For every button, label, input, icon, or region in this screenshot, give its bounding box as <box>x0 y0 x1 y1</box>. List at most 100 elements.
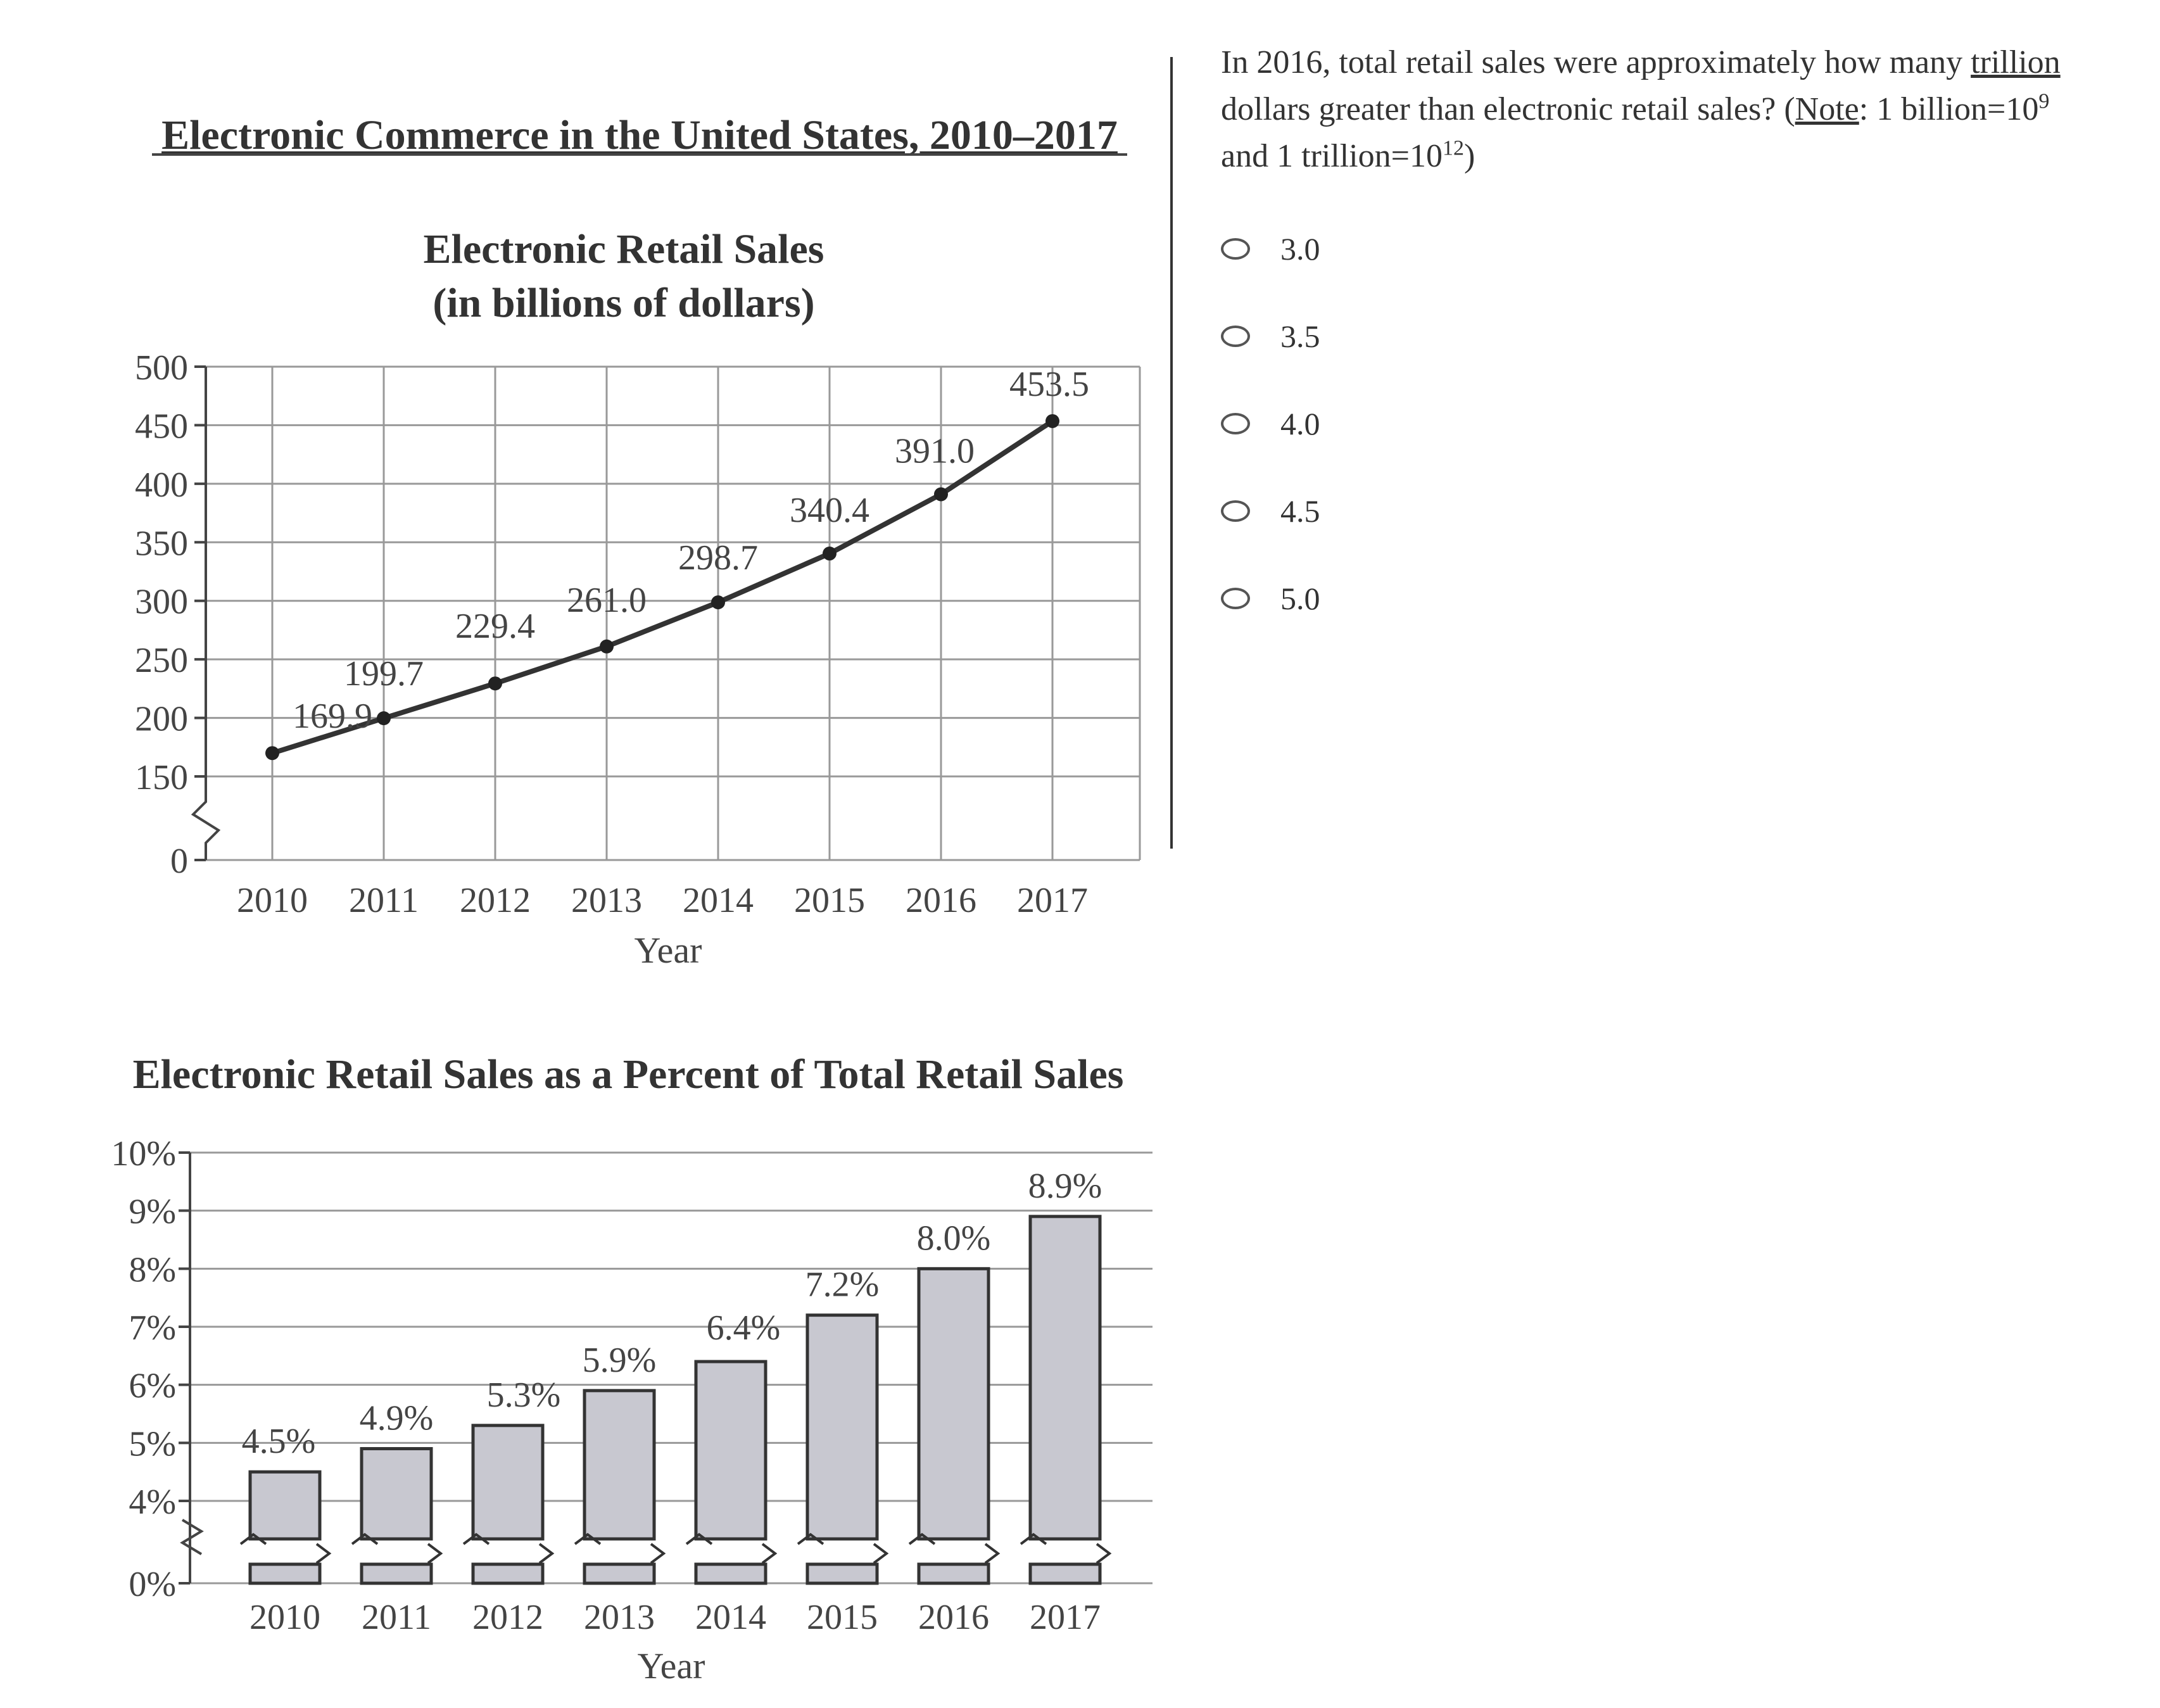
bar-chart-bar <box>694 1360 767 1541</box>
bar-chart-bar <box>248 1470 322 1541</box>
bar-chart-bar-break <box>1020 1533 1112 1564</box>
bar-chart-xtick-label: 2017 <box>1030 1598 1101 1637</box>
line-chart-ytick-label: 300 <box>135 583 188 622</box>
bar-chart-bar <box>1028 1215 1102 1541</box>
bar-chart-bar-break <box>797 1533 889 1564</box>
bar-chart-bar-break <box>908 1533 1001 1564</box>
bar-chart-data-label: 5.9% <box>583 1341 657 1380</box>
bar-chart-data-label: 8.0% <box>917 1218 991 1258</box>
line-chart-series-line <box>271 419 1054 756</box>
bar-chart-bar-break <box>685 1533 778 1564</box>
bar-chart-bar-break <box>351 1533 443 1564</box>
bar-chart-xtick-label: 2014 <box>695 1598 766 1637</box>
question-part-2: dollars greater than electronic retail s… <box>1221 91 1795 127</box>
bar-chart-bar <box>583 1389 656 1541</box>
line-chart-xtick-label: 2015 <box>794 881 865 920</box>
vertical-divider <box>1170 57 1173 849</box>
bar-chart-ytick-label: 10% <box>111 1134 176 1173</box>
line-chart-ytick-label: 500 <box>135 348 188 388</box>
bar-chart-ytick-label: 6% <box>129 1367 176 1406</box>
line-chart-xlabel: Year <box>635 930 702 971</box>
line-chart-title: Electronic Retail Sales <box>424 226 824 272</box>
line-chart-data-label: 340.4 <box>790 491 869 530</box>
bar-chart-xlabel: Year <box>638 1645 705 1686</box>
line-chart-ytick-label: 350 <box>135 524 188 563</box>
bar-chart-xtick-label: 2010 <box>249 1598 320 1637</box>
bar-chart-axis-break <box>180 1519 204 1555</box>
bar-chart-bar-stub <box>805 1562 879 1585</box>
bar-chart-data-label: 8.9% <box>1028 1167 1102 1206</box>
option-label: 3.0 <box>1280 231 1320 267</box>
question-sup-12: 12 <box>1442 136 1464 160</box>
line-chart-point <box>823 547 837 561</box>
line-chart-ytick-label: 150 <box>135 758 188 797</box>
bar-chart-bar-stub <box>694 1562 767 1585</box>
bar-chart-data-label: 7.2% <box>805 1265 880 1305</box>
option-label: 4.0 <box>1280 406 1320 441</box>
bar-chart-xtick-label: 2016 <box>918 1598 989 1637</box>
bar-chart-bar-stub <box>360 1562 433 1585</box>
bar-chart-ytick-label: 7% <box>129 1308 176 1348</box>
bar-chart-data-label: 5.3% <box>487 1376 561 1415</box>
bar-chart-data-label: 4.9% <box>360 1399 434 1438</box>
bar-chart-bar-stub <box>583 1562 656 1585</box>
radio-button[interactable] <box>1221 238 1250 260</box>
line-chart-point <box>265 746 279 761</box>
line-chart-point <box>600 639 614 654</box>
line-chart-xtick-label: 2013 <box>571 881 642 920</box>
line-chart-subtitle: (in billions of dollars) <box>433 280 814 326</box>
bar-chart-title: Electronic Retail Sales as a Percent of … <box>133 1051 1124 1098</box>
option-5-0[interactable]: 5.0 <box>1221 576 1320 621</box>
option-label: 5.0 <box>1280 581 1320 616</box>
radio-button[interactable] <box>1221 500 1250 522</box>
bar-chart-bar-stub <box>248 1562 322 1585</box>
bar-chart-bar-break <box>462 1533 555 1564</box>
line-chart-xtick-label: 2010 <box>237 881 308 920</box>
question-part-4: and 1 trillion=10 <box>1221 138 1443 174</box>
question-note-word: Note <box>1795 91 1859 127</box>
line-chart-data-label: 298.7 <box>678 538 758 578</box>
radio-button[interactable] <box>1221 588 1250 609</box>
option-3-0[interactable]: 3.0 <box>1221 227 1320 271</box>
line-chart-data-label: 261.0 <box>567 581 647 620</box>
bar-chart-data-label: 4.5% <box>242 1422 316 1461</box>
question-trillion-word: trillion <box>1971 44 2061 80</box>
option-label: 4.5 <box>1280 493 1320 529</box>
line-chart-ytick-label: 250 <box>135 641 188 680</box>
bar-chart-ytick-label: 0% <box>129 1565 176 1604</box>
question-part-1: In 2016, total retail sales were approxi… <box>1221 44 1971 80</box>
line-chart-data-label: 391.0 <box>895 431 975 471</box>
line-chart-ytick-label: 400 <box>135 465 188 505</box>
bar-chart-bar-stub <box>471 1562 545 1585</box>
bar-chart-bar-stub <box>917 1562 990 1585</box>
bar-chart-bar-break <box>574 1533 666 1564</box>
line-chart-axis-break <box>191 776 221 860</box>
radio-button[interactable] <box>1221 413 1250 434</box>
radio-button[interactable] <box>1221 326 1250 347</box>
option-label: 3.5 <box>1280 319 1320 354</box>
option-4-5[interactable]: 4.5 <box>1221 489 1320 533</box>
question-sup-9: 9 <box>2038 89 2050 113</box>
bar-chart-ytick-label: 8% <box>129 1250 176 1289</box>
line-chart-xtick-label: 2016 <box>906 881 976 920</box>
line-chart-ytick-label: 200 <box>135 700 188 739</box>
option-3-5[interactable]: 3.5 <box>1221 314 1320 358</box>
line-chart: Electronic Retail Sales (in billions of d… <box>135 226 1141 971</box>
answer-options: 3.0 3.5 4.0 4.5 5.0 <box>1221 227 1320 664</box>
bar-chart-ytick-label: 4% <box>129 1483 176 1522</box>
bar-chart-bar <box>805 1313 879 1541</box>
question-part-3: : 1 billion=10 <box>1859 91 2039 127</box>
bar-chart-xtick-label: 2012 <box>472 1598 543 1637</box>
option-4-0[interactable]: 4.0 <box>1221 402 1320 446</box>
bar-chart-bar <box>471 1424 545 1541</box>
bar-chart-bar <box>917 1267 990 1541</box>
line-chart-xtick-label: 2014 <box>683 881 754 920</box>
bar-chart-data-label: 6.4% <box>707 1308 781 1348</box>
line-chart-data-label: 199.7 <box>344 654 424 693</box>
bar-chart-ytick-label: 5% <box>129 1424 176 1464</box>
line-chart-point <box>1045 414 1059 428</box>
line-chart-ytick-label: 0 <box>170 842 188 881</box>
line-chart-point <box>377 711 391 726</box>
line-chart-data-label: 453.5 <box>1009 365 1089 404</box>
line-chart-point <box>711 595 725 610</box>
